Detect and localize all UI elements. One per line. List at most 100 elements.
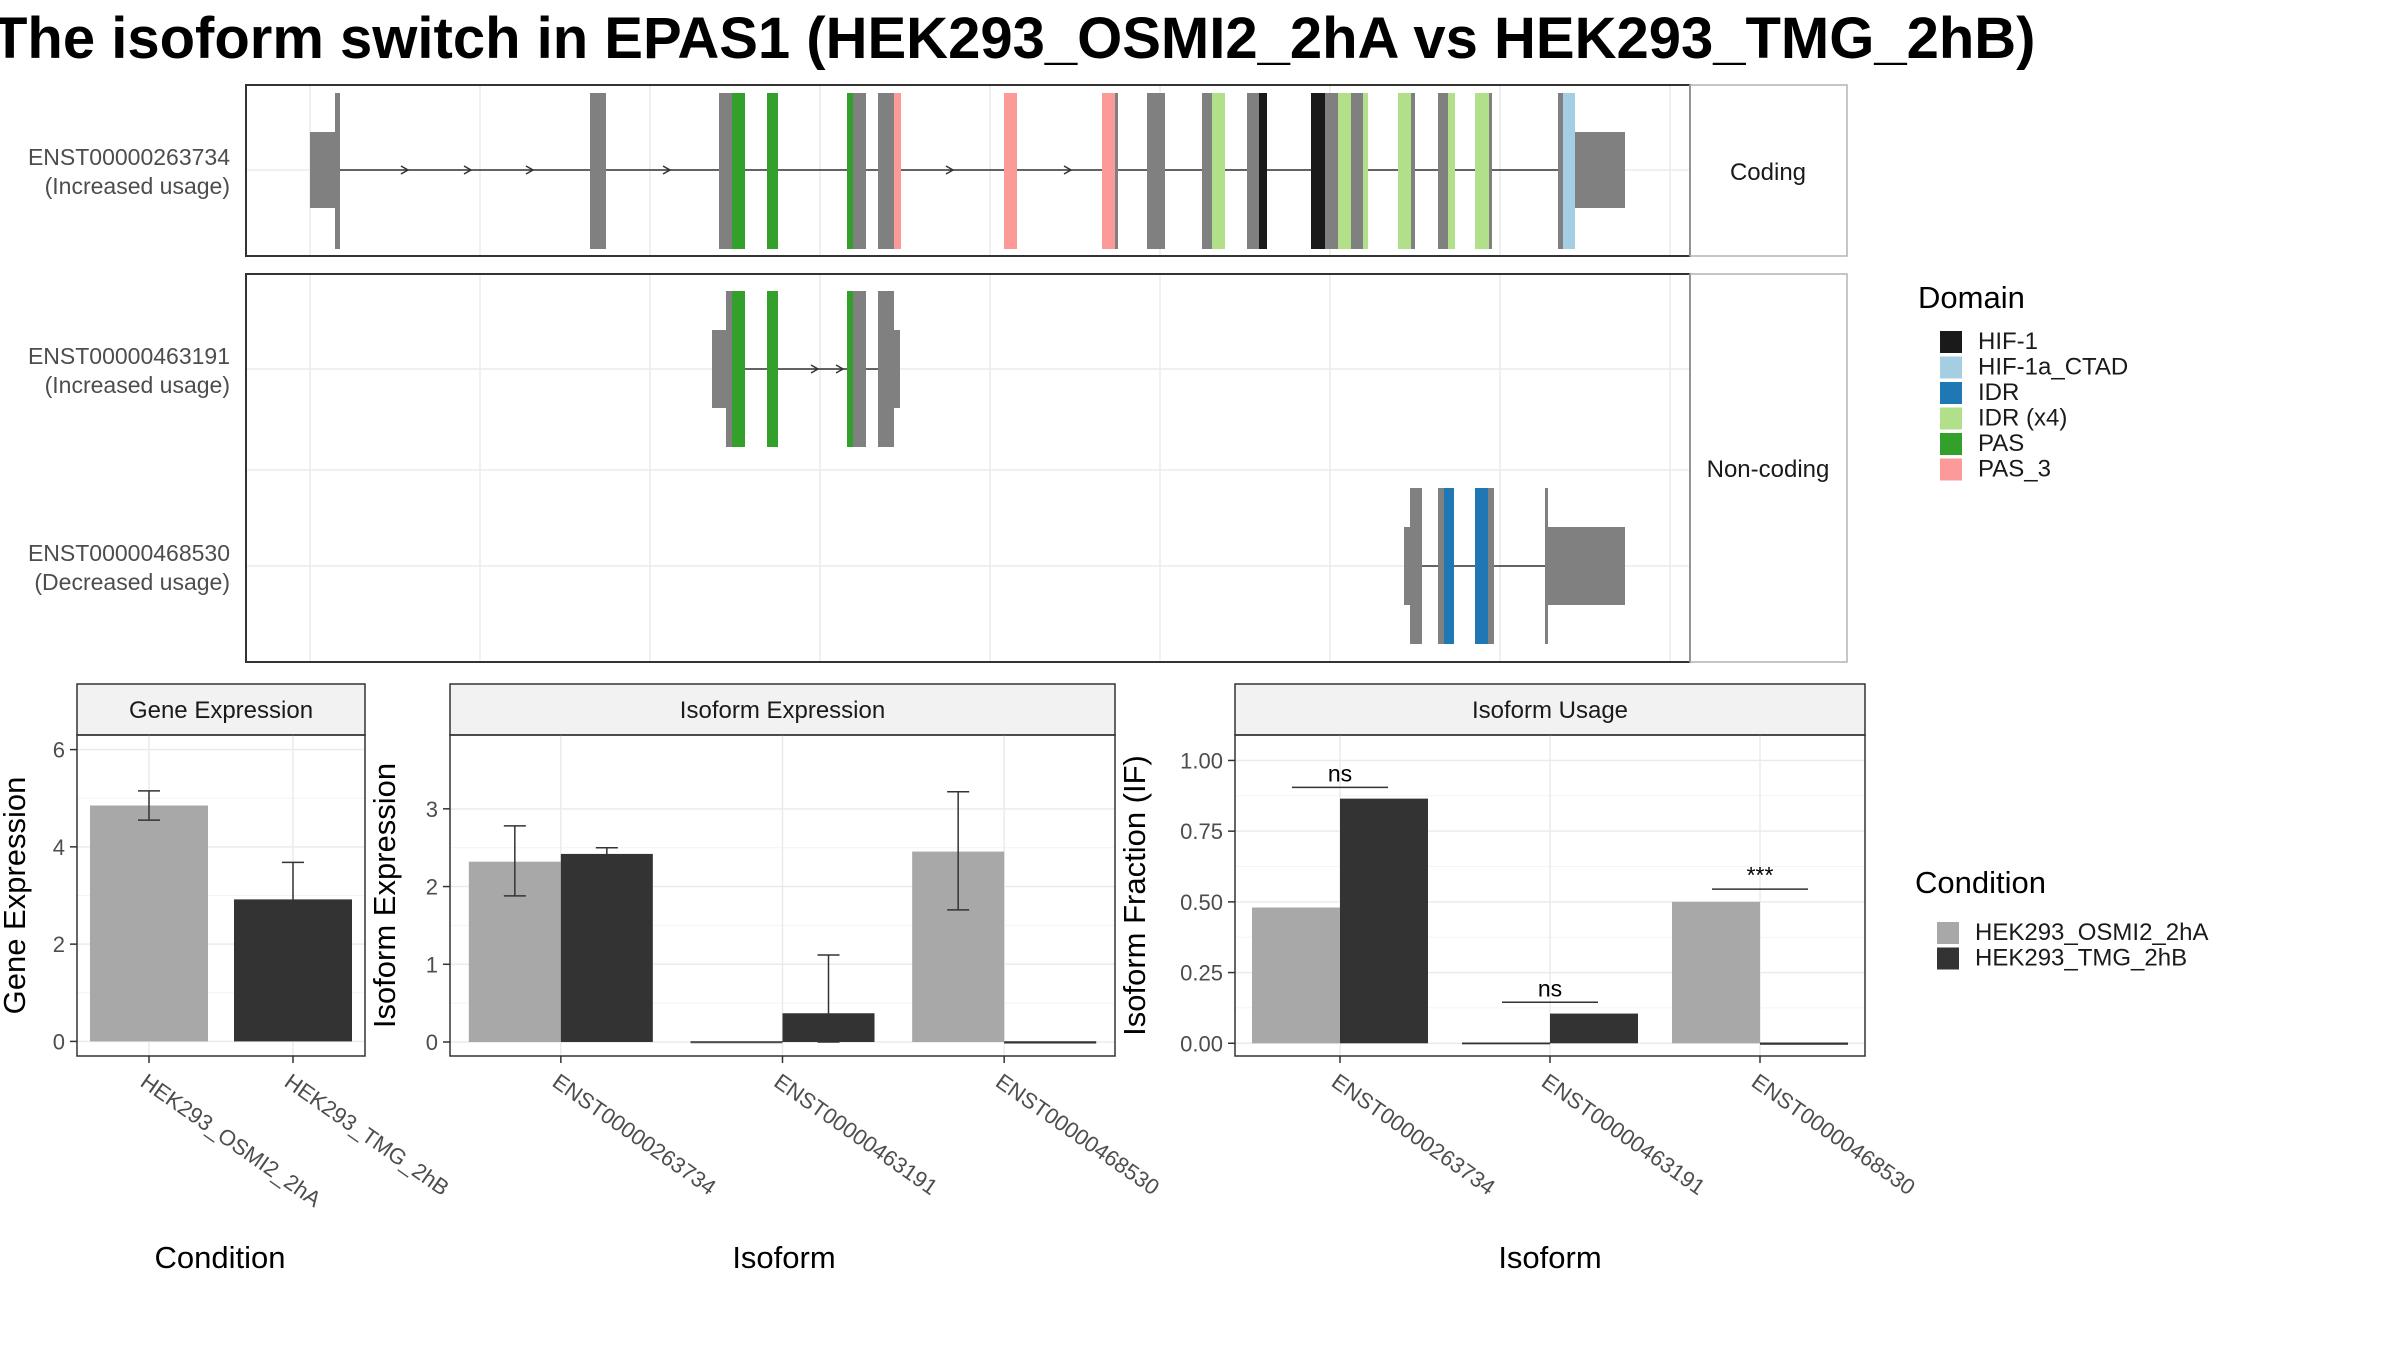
panel-title: Gene Expression: [129, 697, 313, 724]
domain-hif-1: [1311, 93, 1325, 249]
intron-arrow: [945, 165, 955, 175]
x-axis-title: Isoform: [1498, 1240, 1601, 1275]
domain-pas: [732, 291, 745, 447]
domain-idr: [1444, 488, 1454, 644]
y-tick-label: 0.25: [1180, 961, 1223, 986]
transcript-ENST00000468530: [1404, 488, 1625, 644]
facet-label-coding: Coding: [1730, 159, 1806, 186]
domain-hif-1a-ctad: [1563, 93, 1575, 249]
domain-pas: [732, 93, 745, 249]
y-axis-title: Gene Expression: [0, 777, 32, 1015]
x-tick-label: ENST00000468530: [991, 1069, 1164, 1200]
legend-key: [1937, 922, 1959, 944]
legend-label: PAS: [1978, 430, 2024, 457]
transcript-ENST00000463191: [712, 291, 900, 447]
intron-arrow: [662, 165, 672, 175]
x-axis-title: Isoform: [732, 1240, 835, 1275]
transcript-id-label: ENST00000463191: [28, 343, 230, 369]
domain-legend-title: Domain: [1918, 280, 2025, 315]
x-tick-label: ENST00000468530: [1747, 1069, 1920, 1200]
intron-arrow: [400, 165, 410, 175]
y-tick-label: 1: [426, 952, 438, 977]
legend-label: HEK293_TMG_2hB: [1975, 945, 2187, 972]
y-axis-title: Isoform Fraction (IF): [1117, 755, 1152, 1036]
bar: [90, 805, 208, 1042]
figure-title: The isoform switch in EPAS1 (HEK293_OSMI…: [0, 6, 2035, 71]
domain-idr-x4: [1363, 93, 1368, 249]
domain-hif-1: [1259, 93, 1267, 249]
domain-pas: [847, 291, 853, 447]
intron-arrow: [463, 165, 473, 175]
legend-key: [1940, 433, 1962, 455]
bar: [1340, 798, 1428, 1044]
legend-label: HIF-1: [1978, 328, 2038, 355]
legend-label: IDR: [1978, 379, 2019, 406]
transcript-usage-label: (Decreased usage): [34, 569, 230, 595]
y-tick-label: 4: [53, 835, 65, 860]
intron-arrows: [400, 165, 1073, 175]
panel-title: Isoform Expression: [680, 697, 885, 724]
y-tick-label: 0: [53, 1029, 65, 1054]
legend-label: IDR (x4): [1978, 405, 2067, 432]
bar: [1550, 1013, 1638, 1044]
y-tick-label: 0.50: [1180, 890, 1223, 915]
domain-idr-x4: [1448, 93, 1455, 249]
x-axis-title: Condition: [155, 1240, 286, 1275]
x-tick-label: ENST00000263734: [548, 1069, 721, 1200]
bar: [1252, 907, 1340, 1044]
domain-pas-3: [1004, 93, 1017, 249]
bar: [560, 853, 653, 1043]
panel-frame: [76, 734, 366, 1057]
legend-key: [1940, 407, 1962, 430]
isoform-usage-chart: Isoform Usage ns ns *** 0.00 0.25 0.50 0.75 1.00…: [1117, 683, 1920, 1275]
y-tick-label: 0.00: [1180, 1031, 1223, 1056]
y-tick-label: 2: [426, 875, 438, 900]
legend-label: HIF-1a_CTAD: [1978, 354, 2128, 381]
significance-label: ns: [1328, 760, 1352, 786]
x-tick-label: ENST00000463191: [770, 1069, 943, 1200]
transcript-usage-label: (Increased usage): [45, 173, 230, 199]
intron-arrow: [835, 364, 845, 374]
panel-title: Isoform Usage: [1472, 697, 1628, 724]
panel-strip: [449, 683, 1116, 736]
legend-key: [1940, 382, 1962, 404]
domain-idr-x4: [1398, 93, 1411, 249]
legend-key: [1940, 331, 1962, 353]
y-tick-label: 6: [53, 738, 65, 763]
transcript-ENST00000263734: [310, 93, 1625, 249]
domain-pas: [767, 93, 778, 249]
transcript-structure-panel: Coding Non-coding ENST00000263734 (Incre…: [28, 84, 1848, 663]
legend-key: [1940, 458, 1962, 481]
bar: [1672, 901, 1760, 1044]
y-tick-label: 2: [53, 932, 65, 957]
x-tick-label: ENST00000463191: [1537, 1069, 1710, 1200]
transcript-usage-label: (Increased usage): [45, 372, 230, 398]
y-axis-title: Isoform Expression: [367, 763, 402, 1028]
x-tick-label: ENST00000263734: [1327, 1069, 1500, 1200]
significance-label: ns: [1538, 975, 1562, 1001]
domain-idr-x4: [1338, 93, 1351, 249]
y-tick-label: 1.00: [1180, 748, 1223, 773]
significance-label: ***: [1747, 862, 1774, 888]
domain-pas: [767, 291, 778, 447]
facet-label-noncoding: Non-coding: [1707, 456, 1830, 483]
y-tick-label: 0: [426, 1030, 438, 1055]
transcript-id-label: ENST00000468530: [28, 540, 230, 566]
domain-pas-3: [894, 93, 901, 249]
intron-arrows: [810, 364, 845, 374]
intron-arrow: [525, 165, 535, 175]
panel-strip: [76, 683, 366, 736]
transcript-id-label: ENST00000263734: [28, 144, 230, 170]
intron-arrow: [1063, 165, 1073, 175]
legend-key: [1940, 356, 1962, 379]
domain-idr-x4: [1475, 93, 1489, 249]
legend-key: [1937, 947, 1959, 970]
domain-idr-x4: [1212, 93, 1225, 249]
y-tick-label: 0.75: [1180, 819, 1223, 844]
isoform-expression-chart: Isoform Expression 0 1 2 3 ENST00000263734 ENS…: [367, 683, 1164, 1275]
domain-pas: [847, 93, 853, 249]
condition-legend-title: Condition: [1915, 865, 2046, 900]
